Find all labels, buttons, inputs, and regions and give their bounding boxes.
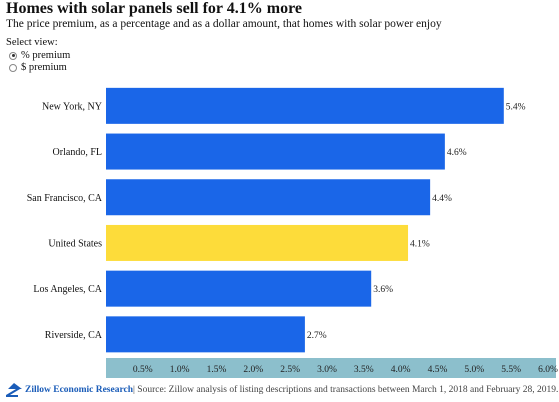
x-tick-label: 3.0%	[317, 365, 337, 375]
data-label: 5.4%	[506, 102, 526, 112]
x-tick-label: 6.0%	[538, 365, 558, 375]
dollar-premium-radio[interactable]	[9, 63, 17, 72]
x-axis-band	[106, 358, 556, 378]
category-label: Los Angeles, CA	[33, 284, 102, 295]
x-tick-label: 1.5%	[207, 365, 227, 375]
percent-premium-option[interactable]: % premium	[9, 50, 70, 61]
data-label: 4.1%	[410, 239, 430, 249]
x-tick-label: 4.0%	[391, 365, 411, 375]
chart-subtitle: The price premium, as a percentage and a…	[6, 18, 442, 30]
category-labels-group: New York, NY Orlando, FL San Francisco, CA…	[27, 101, 103, 341]
data-label: 3.6%	[373, 285, 393, 295]
footer: Zillow Economic Research | Source: Zillo…	[6, 381, 558, 399]
x-tick-label: 2.0%	[243, 365, 263, 375]
dollar-premium-option[interactable]: $ premium	[9, 62, 67, 73]
select-view-label: Select view:	[6, 37, 58, 48]
dollar-premium-label: $ premium	[21, 62, 67, 73]
data-label: 4.6%	[447, 148, 467, 158]
x-tick-labels-group: 0.5% 1.0% 1.5% 2.0% 2.5% 3.0% 3.5% 4.0% 4.5% 5.0%…	[133, 365, 558, 375]
x-tick-label: 5.5%	[501, 365, 521, 375]
x-tick-label: 4.5%	[428, 365, 448, 375]
x-tick-label: 1.0%	[170, 365, 190, 375]
category-label: San Francisco, CA	[27, 193, 103, 204]
x-tick-label: 3.5%	[354, 365, 374, 375]
category-label: United States	[48, 238, 102, 249]
data-label: 4.4%	[432, 194, 452, 204]
bar-united-states[interactable]	[106, 224, 409, 261]
x-tick-label: 2.5%	[280, 365, 300, 375]
percent-premium-label: % premium	[21, 50, 71, 61]
bar-orlando-fl[interactable]	[106, 133, 445, 170]
bar-san-francisco-ca[interactable]	[106, 179, 431, 216]
x-tick-label: 0.5%	[133, 365, 153, 375]
x-tick-label: 5.0%	[464, 365, 484, 375]
chart-title: Homes with solar panels sell for 4.1% mo…	[6, 0, 302, 17]
footer-brand: Zillow Economic Research	[25, 385, 134, 395]
category-label: New York, NY	[42, 101, 102, 112]
bar-riverside-ca[interactable]	[106, 316, 305, 353]
bar-new-york-ny[interactable]	[106, 87, 504, 124]
footer-source: | Source: Zillow analysis of listing des…	[133, 385, 559, 395]
percent-premium-radio[interactable]	[9, 51, 17, 60]
category-label: Orlando, FL	[53, 147, 102, 158]
bar-los-angeles-ca[interactable]	[106, 270, 372, 307]
data-labels-group: 5.4% 4.6% 4.4% 4.1% 3.6% 2.7%	[307, 102, 526, 341]
data-label: 2.7%	[307, 331, 327, 341]
category-label: Riverside, CA	[45, 330, 103, 341]
bars-group	[106, 87, 504, 353]
zillow-house-icon	[6, 383, 22, 397]
